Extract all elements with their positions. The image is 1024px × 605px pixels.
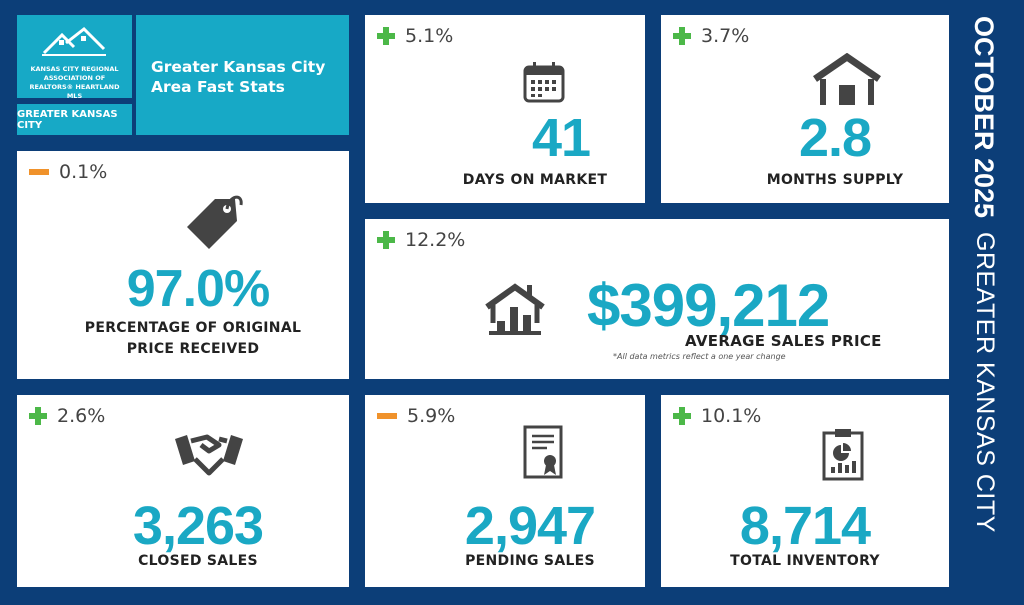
pending-value: 2,947: [464, 496, 596, 556]
change-value: 5.9%: [407, 405, 456, 427]
handshake-icon: [175, 434, 243, 476]
pending-label: PENDING SALES: [465, 553, 595, 569]
days-label: DAYS ON MARKET: [462, 172, 608, 188]
certificate-icon: [523, 425, 563, 479]
days-on-market-card: 5.1% 41 DAYS ON MARKET: [365, 15, 645, 203]
total-inventory-card: 10.1% 8,714 TOTAL INVENTORY: [661, 395, 949, 587]
change-value: 12.2%: [405, 229, 466, 251]
month-label: OCTOBER 2025: [969, 16, 999, 219]
increase-icon: [673, 27, 691, 45]
months-supply-card: 3.7% 2.8 MONTHS SUPPLY: [661, 15, 949, 203]
house-icon: [813, 53, 881, 105]
decrease-icon: [377, 413, 397, 419]
increase-icon: [29, 407, 47, 425]
days-value: 41: [532, 108, 591, 168]
region-label: GREATER KANSAS CITY: [971, 232, 999, 533]
increase-icon: [377, 231, 395, 249]
calendar-icon: [523, 62, 565, 103]
increase-icon: [673, 407, 691, 425]
logo: KANSAS CITY REGIONAL ASSOCIATION OF REAL…: [17, 15, 132, 100]
avg-value: $399,212: [587, 272, 830, 339]
area-text: GREATER KANSAS CITY: [17, 108, 118, 131]
months-label: MONTHS SUPPLY: [766, 172, 904, 188]
house-chart-icon: [485, 283, 545, 335]
footnote: *All data metrics reflect a one year cha…: [613, 352, 786, 361]
months-value: 2.8: [798, 108, 872, 168]
clipboard-chart-icon: [822, 429, 864, 481]
houses-logo-icon: [41, 27, 106, 56]
title-line-2: Area Fast Stats: [151, 78, 285, 96]
inventory-value: 8,714: [739, 496, 871, 556]
closed-sales-card: 2.6% 3,263 CLOSED SALES: [17, 395, 349, 587]
avg-label: AVERAGE SALES PRICE: [685, 332, 882, 350]
change-value: 10.1%: [701, 405, 762, 427]
pct-label-1: PERCENTAGE OF ORIGINAL: [84, 320, 302, 336]
change-value: 5.1%: [405, 25, 454, 47]
average-sales-price-card: 12.2% $399,212 AVERAGE SALES PRICE *All …: [365, 219, 949, 379]
inventory-label: TOTAL INVENTORY: [730, 553, 880, 569]
increase-icon: [377, 27, 395, 45]
logo-text: KANSAS CITY REGIONAL ASSOCIATION OF REAL…: [29, 65, 120, 100]
closed-value: 3,263: [132, 496, 264, 556]
pct-value: 97.0%: [126, 260, 270, 318]
pct-label-2: PRICE RECEIVED: [126, 341, 260, 357]
closed-label: CLOSED SALES: [138, 553, 258, 569]
price-tag-icon: [187, 195, 243, 249]
percent-original-price-card: 0.1% 97.0% PERCENTAGE OF ORIGINAL PRICE …: [17, 151, 349, 379]
title-line-1: Greater Kansas City: [151, 58, 326, 76]
decrease-icon: [29, 169, 49, 175]
pending-sales-card: 5.9% 2,947 PENDING SALES: [365, 395, 645, 587]
page-title: Greater Kansas City Area Fast Stats: [136, 15, 349, 135]
area-label: GREATER KANSAS CITY: [17, 104, 132, 135]
change-value: 0.1%: [59, 161, 108, 183]
change-value: 2.6%: [57, 405, 106, 427]
change-value: 3.7%: [701, 25, 750, 47]
